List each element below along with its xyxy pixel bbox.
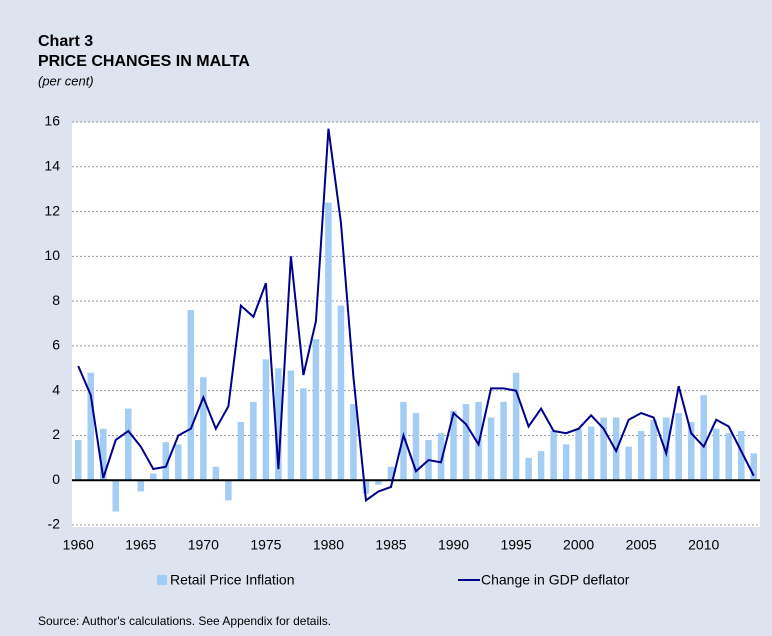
bar: [187, 310, 195, 481]
x-tick-label: 1965: [125, 537, 156, 553]
bar: [212, 466, 220, 481]
y-tick-label: 0: [52, 471, 60, 487]
bar: [462, 404, 470, 481]
y-tick-label: 6: [52, 337, 60, 353]
bar: [500, 401, 507, 481]
y-tick-label: -2: [48, 516, 61, 532]
bar: [287, 370, 295, 481]
bar: [375, 480, 382, 485]
x-tick-label: 1990: [438, 537, 469, 553]
bar: [350, 404, 357, 481]
bar: [300, 388, 307, 481]
bar: [587, 426, 595, 481]
bar: [687, 422, 695, 481]
bar: [312, 339, 320, 481]
bar: [137, 480, 145, 492]
bar: [250, 401, 257, 481]
bar: [387, 466, 395, 481]
legend-swatch: [157, 575, 167, 585]
bar: [150, 473, 157, 481]
y-tick-label: 2: [52, 426, 60, 442]
y-tick-label: 12: [44, 202, 60, 218]
bar: [362, 480, 370, 494]
bar: [512, 372, 520, 481]
bar: [675, 413, 682, 481]
bar: [725, 433, 732, 481]
bar: [125, 408, 132, 481]
bar: [625, 446, 632, 481]
bar: [412, 413, 420, 481]
bar: [237, 422, 245, 481]
bar: [562, 444, 570, 481]
bar: [200, 377, 207, 481]
y-tick-label: 16: [44, 113, 60, 129]
bar: [750, 453, 757, 481]
bar: [325, 202, 332, 481]
bar: [337, 305, 345, 481]
bar: [437, 433, 445, 481]
x-tick-label: 1985: [375, 537, 406, 553]
x-tick-label: 1960: [63, 537, 94, 553]
bar: [525, 457, 532, 481]
bar: [400, 401, 407, 481]
bar: [637, 430, 645, 481]
x-tick-label: 2005: [626, 537, 657, 553]
bar: [162, 442, 170, 481]
x-tick-label: 1975: [250, 537, 281, 553]
x-tick-label: 1970: [188, 537, 219, 553]
bar: [487, 417, 495, 481]
bar: [87, 372, 95, 481]
bar: [650, 419, 657, 481]
unit-note: (per cent): [38, 73, 94, 88]
bar: [100, 428, 107, 481]
bar: [112, 480, 120, 512]
chart-subtitle: PRICE CHANGES IN MALTA: [38, 53, 250, 70]
bar: [700, 395, 707, 481]
bar: [737, 430, 745, 481]
legend-label: Change in GDP deflator: [481, 572, 630, 588]
bar: [550, 430, 557, 481]
bar: [75, 439, 82, 481]
x-tick-label: 1995: [500, 537, 531, 553]
x-tick-label: 2000: [563, 537, 594, 553]
y-tick-label: 8: [52, 292, 60, 308]
source: Source: Author's calculations. See Appen…: [38, 614, 331, 628]
legend-label: Retail Price Inflation: [170, 572, 295, 588]
bar: [712, 428, 720, 481]
chart-title: Chart 3: [38, 33, 93, 50]
bar: [225, 480, 232, 501]
bar: [262, 359, 270, 481]
y-tick-label: 14: [44, 157, 60, 173]
bar: [275, 368, 282, 481]
bar: [450, 410, 457, 481]
y-tick-label: 4: [52, 381, 60, 397]
bar: [537, 451, 545, 481]
x-tick-label: 2010: [688, 537, 719, 553]
line: [77, 128, 755, 503]
bar: [175, 444, 182, 481]
bar: [575, 428, 582, 481]
bar: [600, 417, 607, 481]
y-tick-label: 10: [44, 247, 60, 263]
x-tick-label: 1980: [313, 537, 344, 553]
